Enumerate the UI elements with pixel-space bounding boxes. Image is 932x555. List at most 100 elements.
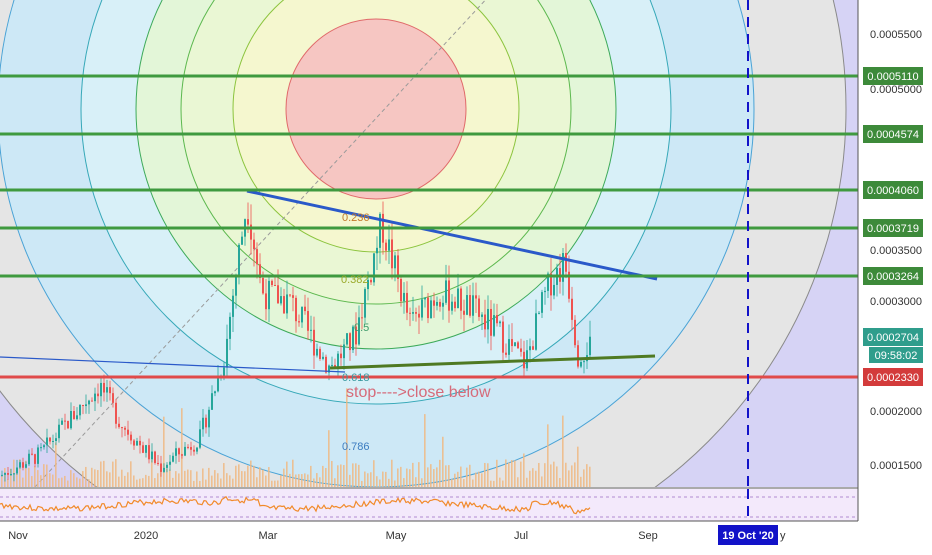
candle-body xyxy=(568,271,570,299)
volume-bar xyxy=(148,475,150,487)
candle-body xyxy=(448,280,450,311)
candle-body xyxy=(241,236,243,245)
candle-body xyxy=(313,329,315,356)
volume-bar xyxy=(472,479,474,487)
volume-bar xyxy=(328,430,330,487)
candle-body xyxy=(259,264,261,278)
volume-bar xyxy=(166,468,168,487)
volume-bar xyxy=(568,470,570,487)
rsi-line xyxy=(0,495,591,515)
volume-bar xyxy=(544,463,546,487)
volume-bar xyxy=(61,477,63,487)
volume-bar xyxy=(301,474,303,487)
level-tag xyxy=(863,181,923,199)
candle-body xyxy=(460,288,462,311)
volume-bar xyxy=(565,462,567,487)
volume-bar xyxy=(526,477,528,487)
candle-body xyxy=(247,219,249,225)
candle-body xyxy=(343,344,345,359)
candle-body xyxy=(76,415,78,420)
level-tag-label: 0.0004574 xyxy=(867,129,919,141)
volume-bar xyxy=(49,473,51,487)
candle-body xyxy=(187,446,189,448)
time-axis[interactable] xyxy=(0,521,858,550)
candle-body xyxy=(202,417,204,430)
volume-bar xyxy=(484,462,486,487)
volume-bar xyxy=(499,477,501,487)
candle-body xyxy=(160,463,162,472)
volume-bar xyxy=(64,475,66,487)
volume-bar xyxy=(490,480,492,487)
volume-bar xyxy=(136,479,138,487)
candle-body xyxy=(535,313,537,350)
candle-body xyxy=(430,300,432,319)
candle-body xyxy=(64,420,66,422)
candle-body xyxy=(115,402,117,424)
volume-bar xyxy=(517,477,519,487)
candle-body xyxy=(403,292,405,302)
candle-body xyxy=(490,308,492,336)
volume-bar xyxy=(370,472,372,487)
candle-body xyxy=(25,464,27,468)
candle-body xyxy=(88,400,90,405)
volume-bar xyxy=(358,464,360,487)
candle-body xyxy=(166,464,168,468)
candle-body xyxy=(415,312,417,314)
candle-body xyxy=(229,316,231,339)
volume-bar xyxy=(355,463,357,487)
volume-bar xyxy=(532,468,534,487)
volume-bar xyxy=(286,461,288,487)
candle-body xyxy=(34,454,36,464)
candle-body xyxy=(7,473,9,475)
price-tags: 0.0005110 0.0004574 0.0004060 0.0003719 0.00… xyxy=(863,67,923,386)
candle-body xyxy=(67,420,69,429)
level-tag-label: 0.0003264 xyxy=(867,271,919,283)
volume-bar xyxy=(445,465,447,487)
candle-body xyxy=(196,447,198,452)
candle-body xyxy=(520,348,522,352)
candle-body xyxy=(136,440,138,446)
volume-bar xyxy=(469,464,471,487)
volume-bar xyxy=(277,480,279,487)
candle-body xyxy=(469,295,471,316)
volume-bar xyxy=(46,464,48,487)
volume-bar xyxy=(502,480,504,487)
candle-body xyxy=(529,346,531,351)
fib-label-0.236: 0.236 xyxy=(342,212,370,224)
volume-bar xyxy=(58,478,60,487)
volume-bar xyxy=(454,473,456,487)
candle-body xyxy=(262,277,264,294)
candle-body xyxy=(487,308,489,330)
candle-body xyxy=(175,448,177,456)
descending-trend-line xyxy=(246,189,658,281)
candle-body xyxy=(547,273,549,291)
volume-bar xyxy=(304,473,306,487)
volume-bar xyxy=(424,414,426,487)
candle-body xyxy=(124,427,126,430)
volume-bar xyxy=(154,478,156,487)
volume-bar xyxy=(529,470,531,487)
candle-body xyxy=(478,298,480,317)
volume-bar xyxy=(307,474,309,487)
volume-bar xyxy=(385,471,387,487)
time-tick-label: May xyxy=(386,530,407,542)
candle-body xyxy=(541,292,543,313)
volume-bar xyxy=(91,467,93,487)
candle-body xyxy=(427,297,429,319)
volume-bar xyxy=(202,468,204,487)
candle-body xyxy=(385,242,387,251)
volume-bar xyxy=(1,475,3,487)
volume-bar xyxy=(325,468,327,487)
candle-body xyxy=(22,462,24,468)
candle-body xyxy=(256,249,258,265)
fib-label-0.786: 0.786 xyxy=(342,441,370,453)
volume-bar xyxy=(430,464,432,487)
candle-body xyxy=(550,273,552,296)
time-axis-tick-partial: y xyxy=(780,530,786,542)
volume-bar xyxy=(196,471,198,487)
volume-bar xyxy=(580,476,582,487)
level-tag xyxy=(863,125,923,143)
fib-label-0.618: 0.618 xyxy=(342,372,370,384)
candle-body xyxy=(574,319,576,346)
